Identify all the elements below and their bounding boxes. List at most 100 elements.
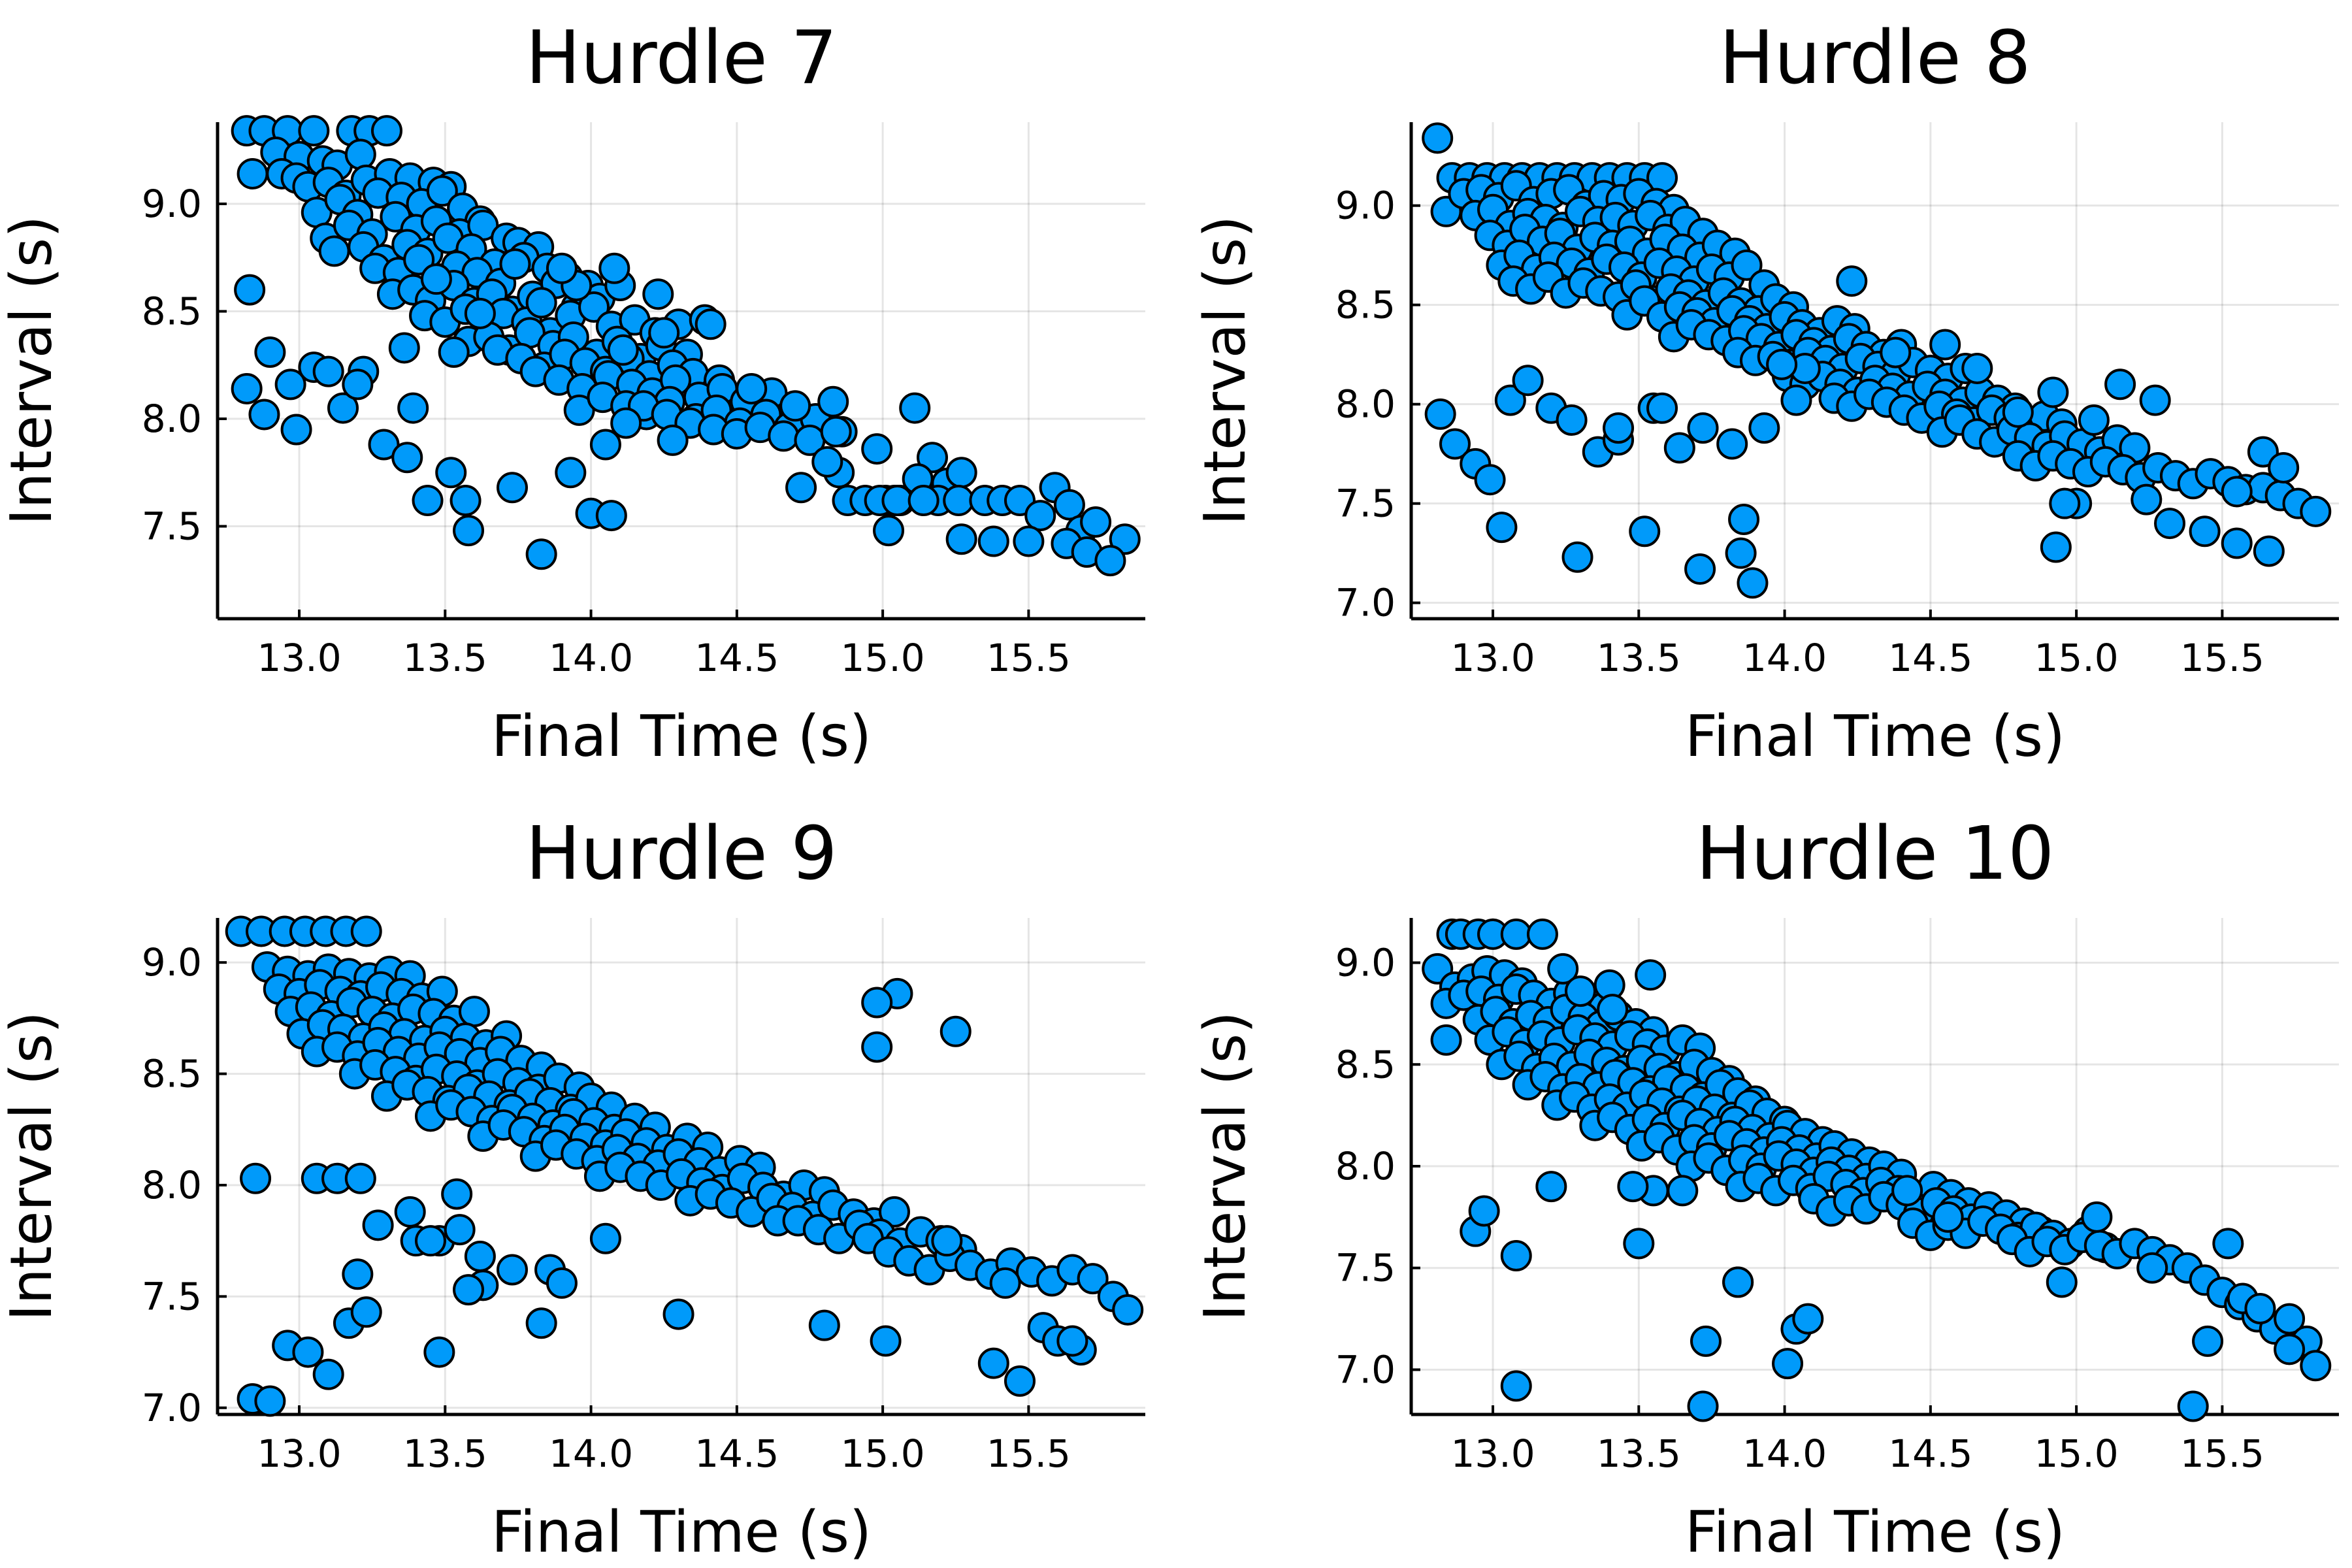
scatter-point: [546, 1267, 578, 1299]
scatter-point: [237, 157, 269, 189]
scatter-point: [318, 235, 350, 267]
scatter-point: [298, 115, 330, 147]
scatter-point: [939, 1015, 972, 1047]
scatter-point: [292, 1336, 324, 1368]
x-tick-label: 13.5: [1597, 1431, 1681, 1476]
scatter-point: [1629, 515, 1661, 547]
scatter-point: [878, 1196, 910, 1228]
scatter-point: [350, 1296, 382, 1328]
scatter-point: [943, 485, 975, 517]
scatter-point: [861, 1031, 893, 1063]
y-axis-label: Interval (s): [1192, 1011, 1258, 1321]
scatter-point: [412, 485, 444, 517]
scatter-point: [2253, 535, 2285, 567]
scatter-point: [1500, 918, 1532, 950]
x-tick-label: 14.5: [694, 636, 779, 680]
scatter-point: [642, 278, 674, 310]
scatter-point: [414, 1225, 446, 1257]
scatter-point: [449, 485, 482, 517]
scatter-point: [441, 1178, 473, 1210]
scatter-point: [1667, 1175, 1699, 1207]
scatter-point: [1722, 1266, 1754, 1298]
scatter-point: [1603, 412, 1635, 444]
x-tick-label: 15.5: [2180, 636, 2264, 680]
scatter-point: [945, 523, 977, 555]
y-tick-label: 7.5: [142, 1274, 202, 1318]
y-tick-label: 9.0: [1335, 184, 1396, 228]
scatter-point: [1547, 953, 1579, 985]
scatter-point: [1646, 392, 1678, 424]
x-tick-label: 13.5: [1597, 636, 1681, 680]
scatter-point: [423, 1336, 455, 1368]
y-tick-label: 7.0: [142, 1386, 202, 1430]
panel-3: 13.0 13.5 14.0 14.5 15.0 15.5 7.0 7.5 8.0 8.5 9.0 H…: [0, 811, 1145, 1565]
scatter-point: [499, 248, 531, 280]
y-tick-label: 8.0: [1335, 1144, 1396, 1188]
scatter-point: [1561, 541, 1593, 573]
panel-title: Hurdle 10: [1696, 811, 2055, 896]
scatter-point: [1024, 500, 1056, 532]
y-tick-label: 8.5: [1335, 283, 1396, 327]
x-tick-label: 14.5: [1888, 1431, 1972, 1476]
x-tick-label: 14.5: [694, 1431, 779, 1476]
x-tick-label: 15.5: [987, 1431, 1071, 1476]
y-tick-label: 9.0: [1335, 941, 1396, 985]
scatter-point: [555, 457, 587, 489]
scatter-point: [1725, 537, 1757, 569]
x-tick-label: 13.0: [257, 1431, 341, 1476]
x-tick-label: 13.5: [403, 1431, 487, 1476]
scatter-point: [464, 297, 496, 329]
scatter-point: [1430, 1024, 1462, 1056]
scatter-point: [2131, 483, 2163, 515]
scatter-point: [1053, 489, 1085, 521]
scatter-point: [391, 442, 423, 474]
scatter-point: [327, 392, 359, 424]
scatter-points: [231, 115, 1141, 577]
scatter-point: [1080, 506, 1112, 538]
scatter-point: [2040, 531, 2072, 563]
scatter-point: [2046, 1266, 2078, 1298]
scatter-point: [2081, 1201, 2113, 1233]
x-tick-label: 15.0: [2034, 636, 2119, 680]
scatter-point: [2037, 376, 2069, 408]
y-tick-label: 7.5: [142, 504, 202, 549]
y-tick-label: 7.5: [1335, 482, 1396, 526]
x-axis-label: Final Time (s): [491, 703, 872, 770]
scatter-point: [1494, 384, 1526, 416]
scatter-point: [2189, 515, 2221, 547]
x-tick-label: 13.0: [1450, 1431, 1535, 1476]
scatter-point: [453, 1274, 485, 1306]
x-tick-label: 14.0: [1742, 1431, 1827, 1476]
scatter-point: [1617, 1171, 1649, 1203]
scatter-point: [312, 1358, 344, 1390]
x-tick-label: 13.0: [257, 636, 341, 680]
scatter-point: [525, 287, 557, 319]
scatter-point: [1663, 432, 1695, 464]
scatter-point: [1109, 523, 1141, 555]
scatter-point: [607, 334, 639, 366]
scatter-point: [1623, 1228, 1655, 1260]
scatter-point: [1929, 329, 1961, 361]
panel-title: Hurdle 7: [525, 16, 837, 101]
scatter-point: [1500, 1240, 1532, 1272]
scatter-point: [435, 457, 467, 489]
scatter-point: [1094, 545, 1126, 577]
scatter-point: [989, 1267, 1021, 1299]
x-tick-label: 15.5: [987, 636, 1071, 680]
scatter-point: [344, 139, 376, 171]
scatter-point: [578, 291, 610, 323]
scatter-point: [2049, 487, 2081, 519]
scatter-point: [1690, 1325, 1722, 1357]
scatter-point: [785, 472, 817, 504]
scatter-point: [497, 472, 529, 504]
scatter-point: [1526, 918, 1558, 950]
scatter-point: [397, 392, 429, 424]
scatter-point: [350, 915, 382, 947]
scatter-point: [1716, 428, 1748, 460]
scatter-point: [2177, 1390, 2209, 1422]
scatter-point: [1635, 959, 1667, 991]
scatter-point: [768, 420, 800, 452]
scatter-point: [274, 368, 306, 400]
scatter-point: [240, 1162, 272, 1194]
